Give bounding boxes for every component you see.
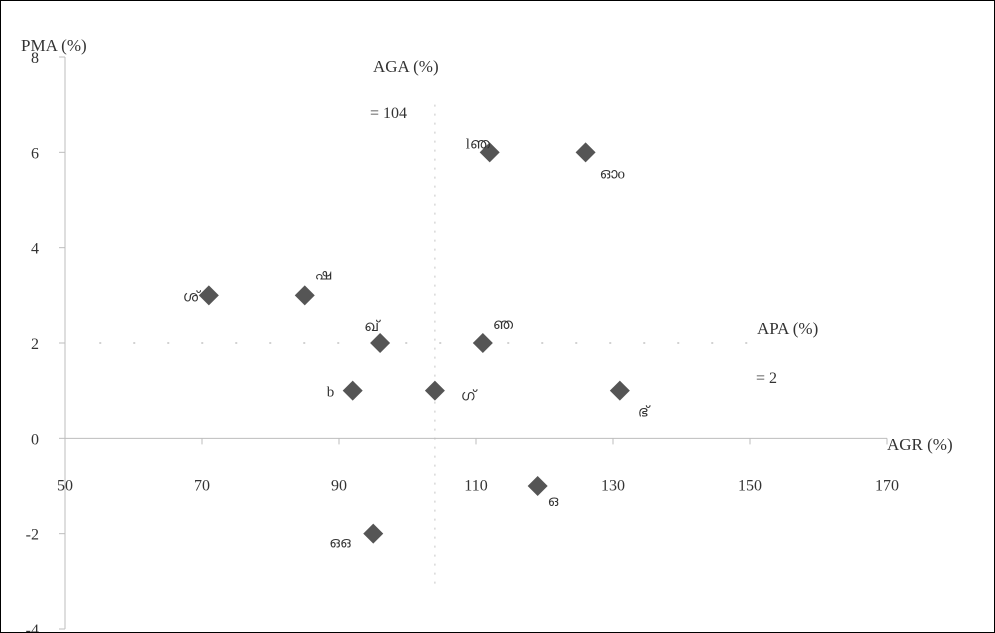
aga-reference-title: AGA (%) [373,57,439,76]
x-tick-label: 150 [738,477,762,494]
data-point-label: ഓo [600,166,625,182]
x-tick-label: 130 [601,477,625,494]
data-point-label: b [327,385,335,401]
data-point-label: ശ് [183,289,202,305]
y-tick-label: 8 [31,50,39,67]
y-tick-label: -2 [26,527,39,544]
x-tick-label: 50 [57,477,73,494]
data-point-marker [527,476,548,496]
x-tick-label: 70 [194,477,210,494]
data-point-marker [575,142,596,163]
y-tick-label: 4 [31,241,39,258]
y-tick-label: 6 [31,145,39,162]
data-point-marker [294,285,315,306]
data-point-marker [609,380,630,401]
data-point-label: ഒ [548,494,559,510]
data-point-label: ഒഒ [329,536,351,552]
reference-lines [99,104,750,587]
y-tick-label: -4 [26,622,39,632]
data-point-marker [198,285,219,306]
y-tick-label: 0 [31,431,39,448]
x-axis-title: AGR (%) [887,435,953,454]
y-tick-label: 2 [31,336,39,353]
data-point-label: lഞ [466,136,491,152]
apa-reference-value: = 2 [756,370,777,387]
data-point-marker [370,333,391,353]
data-point-label: ഗ് [461,389,479,405]
x-tick-label: 110 [464,477,487,494]
tick-labels: 8 6 4 2 0 -2 -4 50 70 90 110 130 150 170 [26,50,899,632]
data-point-label: ഷ [315,267,332,283]
y-axis-title: PMA (%) [21,36,87,55]
data-point-marker [424,380,445,401]
data-point-label: ഭ് [638,405,652,421]
data-point-label: ഖ് [364,319,382,335]
x-tick-label: 90 [331,477,347,494]
data-point-marker [342,380,363,401]
data-point-label: ഞ [493,317,514,333]
data-point-marker [479,142,500,163]
apa-reference-title: APA (%) [757,319,818,338]
aga-reference-value: = 104 [370,105,407,122]
axes [59,56,888,630]
data-point-marker [363,523,384,544]
data-point-marker [472,333,493,353]
x-tick-label: 170 [875,477,899,494]
